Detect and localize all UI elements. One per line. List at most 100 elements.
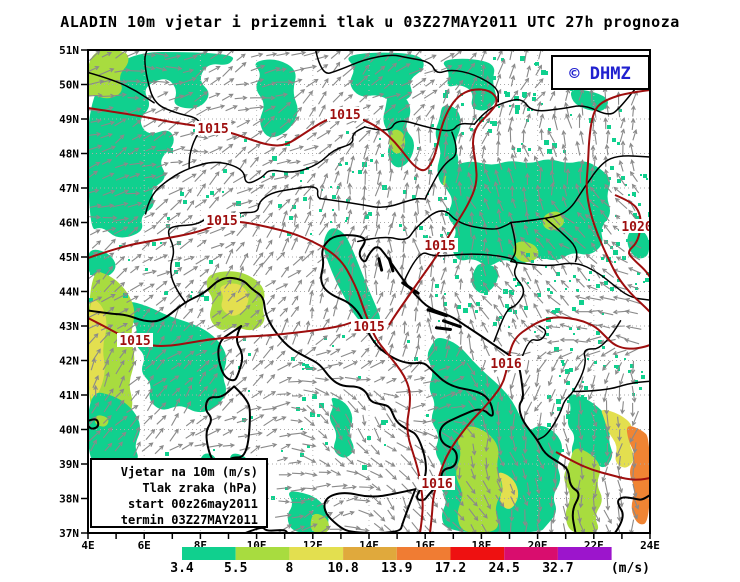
lat-tick-label: 49N [59, 113, 79, 126]
info-box: Vjetar na 10m (m/s) Tlak zraka (hPa) sta… [90, 458, 268, 528]
colorbar-cell [557, 547, 612, 560]
wind-speed-patch-green [88, 392, 140, 466]
lat-tick-label: 46N [59, 217, 79, 230]
colorbar-cell [450, 547, 505, 560]
lon-tick-label: 4E [81, 539, 94, 552]
colorbar-unit: (m/s) [611, 561, 650, 576]
coastline [323, 488, 417, 533]
pressure-contour [585, 89, 650, 313]
info-line-wind: Vjetar na 10m (m/s) [121, 465, 258, 479]
lat-tick-label: 45N [59, 251, 79, 264]
map-area: 1015 1015 1015 1015 1020 1015 1015 1016 1016 [88, 50, 652, 533]
info-line-pressure: Tlak zraka (hPa) [142, 481, 258, 495]
coastline [204, 385, 251, 467]
country-border [573, 380, 650, 393]
colorbar-tick-label: 32.7 [542, 561, 573, 576]
pressure-contour [429, 316, 650, 533]
colorbar-cell [289, 547, 344, 560]
lat-tick-label: 40N [59, 424, 79, 437]
country-border [167, 186, 426, 303]
wind-speed-colorbar: 3.4 5.5 8 10.8 13.9 17.2 24.5 32.7 (m/s) [170, 547, 650, 576]
pressure-label: 1015 [197, 122, 228, 137]
country-border [536, 320, 622, 441]
country-border [364, 120, 476, 132]
wind-speed-patch-orange [626, 426, 650, 525]
country-border [518, 325, 547, 367]
wind-speed-patch-green [126, 302, 227, 413]
pressure-label-bg [619, 219, 650, 233]
island [387, 257, 395, 273]
country-border [510, 221, 517, 263]
lat-tick-label: 47N [59, 182, 79, 195]
copyright-badge: © DHMZ [551, 55, 650, 90]
lat-tick-label: 43N [59, 320, 79, 333]
lat-tick-label: 50N [59, 79, 79, 92]
lon-tick-label: 6E [138, 539, 151, 552]
pressure-contour-labels: 1015 1015 1015 1015 1020 1015 1015 1016 1016 [117, 107, 652, 492]
wind-speed-patch-green [255, 59, 298, 138]
chart-title: ALADIN 10m vjetar i prizemni tlak u 03Z2… [60, 13, 680, 31]
info-line-termin: termin 03Z27MAY2011 [121, 513, 258, 527]
wind-speed-patch-ygreen [88, 50, 129, 99]
country-border [424, 131, 457, 200]
wind-speed-patch-green [627, 229, 650, 259]
pressure-label-bg [117, 333, 153, 347]
lat-tick-label: 42N [59, 355, 79, 368]
pressure-label-bg [488, 356, 524, 370]
pressure-label-bg [351, 319, 387, 333]
lat-tick-label: 39N [59, 458, 79, 471]
pressure-label: 1020 [621, 220, 652, 235]
lat-tick-label: 48N [59, 148, 79, 161]
island [441, 319, 462, 329]
wind-speed-patch-ygreen [542, 211, 564, 231]
copyright-text: © DHMZ [569, 64, 630, 84]
wind-speed-patch-green [471, 263, 499, 294]
wind-speed-patch-yellow [220, 283, 249, 316]
lat-tick-label: 44N [59, 286, 79, 299]
colorbar-cell [182, 547, 236, 560]
coastline-border-layer [88, 50, 650, 533]
pressure-label: 1016 [490, 357, 521, 372]
lat-tick-label: 51N [59, 44, 79, 57]
coastline [244, 526, 289, 533]
country-border [88, 71, 155, 104]
coastline [88, 418, 100, 430]
pressure-contour [88, 88, 498, 326]
pressure-label: 1016 [421, 477, 452, 492]
lon-tick-label: 24E [640, 539, 660, 552]
colorbar-tick-label: 10.8 [327, 561, 358, 576]
lat-tick-label: 38N [59, 493, 79, 506]
colorbar-tick-label: 17.2 [435, 561, 466, 576]
pressure-label: 1015 [424, 239, 455, 254]
wind-speed-patch-green [348, 52, 424, 102]
pressure-label-bg [195, 121, 231, 135]
colorbar-tick-label: 24.5 [489, 561, 520, 576]
pressure-label-bg [419, 476, 455, 490]
pressure-contour [614, 194, 650, 278]
wind-speed-patch-yellow [498, 472, 519, 509]
country-border [545, 218, 578, 263]
island [401, 281, 420, 295]
country-border [473, 69, 650, 125]
country-border [314, 50, 500, 103]
wind-speed-patch-green [88, 52, 234, 238]
pressure-label: 1015 [119, 334, 150, 349]
wind-speed-patch-yellow [601, 409, 634, 468]
country-border [144, 126, 366, 215]
island [434, 326, 452, 331]
lat-tick-label: 41N [59, 389, 79, 402]
coastline [88, 234, 580, 533]
wind-speed-patch-green [329, 397, 354, 458]
wind-speed-patch-ygreen [389, 129, 406, 154]
pressure-contour [555, 451, 650, 481]
pressure-label-bg [327, 107, 363, 121]
colorbar-cell [343, 547, 397, 560]
info-line-start: start 00z26may2011 [128, 497, 258, 511]
colorbar-tick-label: 5.5 [224, 561, 247, 576]
wind-speed-patch-ygreen [310, 513, 330, 533]
island [426, 308, 448, 318]
coastline [613, 494, 650, 533]
island [377, 257, 384, 272]
